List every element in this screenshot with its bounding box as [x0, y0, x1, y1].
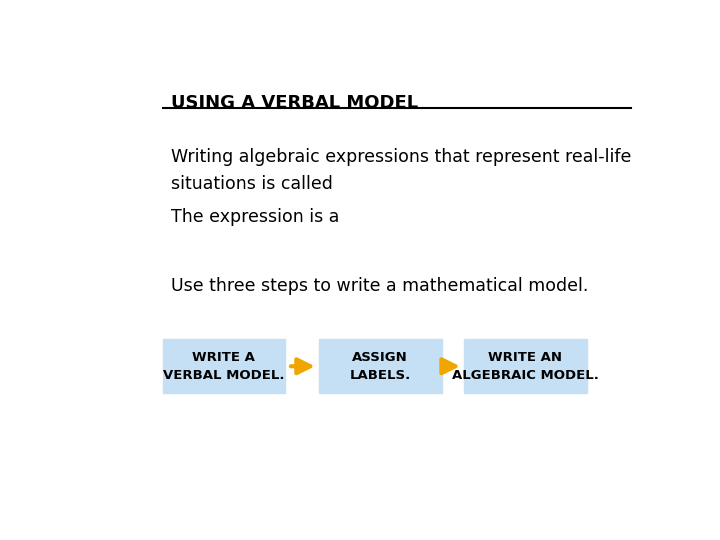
- Text: The expression is a: The expression is a: [171, 208, 345, 226]
- Text: USING A VERBAL MODEL: USING A VERBAL MODEL: [171, 94, 418, 112]
- Text: VERBAL MODEL.: VERBAL MODEL.: [163, 369, 284, 382]
- Text: situations is called: situations is called: [171, 175, 338, 193]
- Text: ALGEBRAIC MODEL.: ALGEBRAIC MODEL.: [452, 369, 598, 382]
- Text: ASSIGN: ASSIGN: [352, 350, 408, 363]
- Text: WRITE AN: WRITE AN: [488, 350, 562, 363]
- Text: LABELS.: LABELS.: [349, 369, 411, 382]
- Text: WRITE A: WRITE A: [192, 350, 256, 363]
- Text: Writing algebraic expressions that represent real-life: Writing algebraic expressions that repre…: [171, 148, 631, 166]
- FancyBboxPatch shape: [464, 339, 587, 393]
- Text: Use three steps to write a mathematical model.: Use three steps to write a mathematical …: [171, 277, 588, 295]
- FancyBboxPatch shape: [163, 339, 285, 393]
- FancyBboxPatch shape: [319, 339, 441, 393]
